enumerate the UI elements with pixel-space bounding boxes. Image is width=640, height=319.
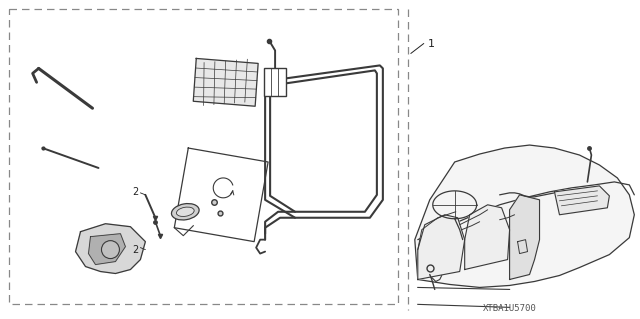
Text: 1: 1 (428, 39, 435, 48)
Bar (264, 68, 286, 96)
Ellipse shape (177, 207, 194, 217)
Ellipse shape (172, 204, 199, 220)
Polygon shape (418, 215, 465, 279)
Polygon shape (554, 186, 609, 215)
Polygon shape (415, 145, 634, 287)
Polygon shape (193, 58, 258, 106)
Polygon shape (76, 224, 145, 273)
Text: 2: 2 (132, 245, 138, 255)
Text: 2: 2 (132, 187, 138, 197)
Polygon shape (88, 234, 125, 264)
Polygon shape (509, 195, 540, 279)
Polygon shape (174, 148, 268, 241)
Ellipse shape (102, 241, 120, 259)
Bar (9, 9, 398, 304)
Text: XTBA1U5700: XTBA1U5700 (483, 304, 536, 313)
Polygon shape (465, 205, 509, 270)
